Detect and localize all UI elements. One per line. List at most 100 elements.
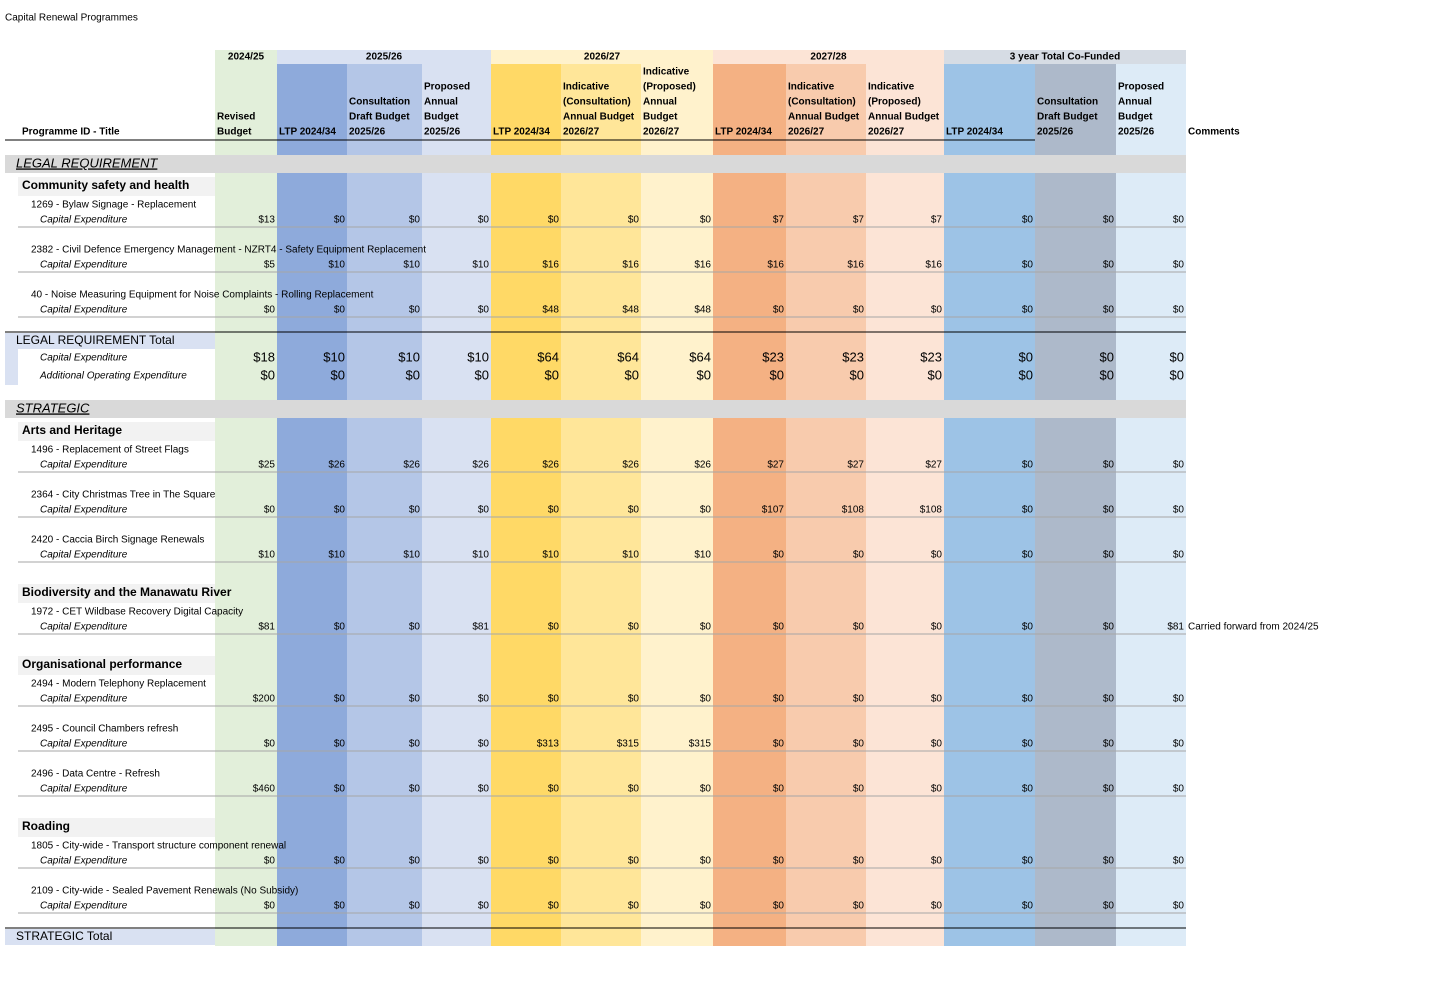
cell-value: $0 — [700, 694, 712, 705]
cell-value: $10 — [542, 550, 559, 561]
cell-value: $27 — [767, 460, 784, 471]
cell-value: $23 — [762, 349, 784, 364]
cell-value: $0 — [334, 215, 346, 226]
column-band — [561, 64, 641, 946]
cell-value: $10 — [403, 260, 420, 271]
cell-value: $0 — [548, 784, 560, 795]
column-header: Annual — [1118, 97, 1152, 108]
cell-value: $0 — [628, 622, 640, 633]
sheet-title: Capital Renewal Programmes — [5, 13, 138, 24]
cell-value: $7 — [931, 215, 943, 226]
cell-value: $0 — [334, 305, 346, 316]
cell-value: $0 — [478, 784, 490, 795]
cell-value: $0 — [628, 901, 640, 912]
cell-value: $0 — [931, 739, 943, 750]
cell-value: $0 — [1022, 739, 1034, 750]
cell-value: $315 — [689, 739, 712, 750]
cell-value: $0 — [700, 784, 712, 795]
column-header: (Proposed) — [643, 82, 696, 93]
column-header: LTP 2024/34 — [946, 127, 1003, 138]
cell-value: $5 — [264, 260, 276, 271]
cell-value: $0 — [628, 784, 640, 795]
column-band — [866, 64, 944, 946]
group-title: Biodiversity and the Manawatu River — [22, 585, 232, 599]
column-band — [347, 64, 422, 946]
cell-value: $0 — [931, 622, 943, 633]
column-header: Consultation — [1037, 97, 1098, 108]
backgrounds — [5, 50, 1186, 946]
cell-value: $0 — [1022, 305, 1034, 316]
cell-value: $27 — [847, 460, 864, 471]
cell-value: $10 — [328, 260, 345, 271]
cell-value: $460 — [253, 784, 276, 795]
cell-value: $0 — [1173, 856, 1185, 867]
cell-value: $0 — [264, 856, 276, 867]
cell-value: $0 — [853, 550, 865, 561]
cell-value: $0 — [409, 856, 421, 867]
column-header: Budget — [424, 112, 459, 123]
cell-value: $13 — [258, 215, 275, 226]
group-header-cell — [215, 50, 277, 64]
cell-value: $25 — [258, 460, 275, 471]
group-title: Organisational performance — [22, 657, 182, 671]
column-header: Annual Budget — [788, 112, 860, 123]
cell-value: $0 — [478, 856, 490, 867]
cell-value: $48 — [694, 305, 711, 316]
cell-value: $0 — [331, 367, 345, 382]
item-title: 2420 - Caccia Birch Signage Renewals — [31, 535, 204, 546]
column-header: Revised — [217, 112, 255, 123]
cell-value: $16 — [694, 260, 711, 271]
contents: 2024/25 2025/26 2026/27 2027/28 3 year Total… — [5, 52, 1319, 943]
cell-value: $0 — [1103, 260, 1115, 271]
group-header: 3 year Total Co-Funded — [1010, 52, 1120, 63]
row-label: Capital Expenditure — [40, 260, 128, 271]
cell-value: $16 — [767, 260, 784, 271]
cell-value: $0 — [334, 505, 346, 516]
cell-value: $0 — [1019, 349, 1033, 364]
item-title: 2382 - Civil Defence Emergency Managemen… — [31, 245, 426, 256]
item-title: 2494 - Modern Telephony Replacement — [31, 679, 206, 690]
column-band — [277, 64, 347, 946]
cell-value: $0 — [700, 505, 712, 516]
cell-value: $0 — [545, 367, 559, 382]
total-band — [5, 929, 215, 945]
column-header: Proposed — [1118, 82, 1164, 93]
cell-value: $0 — [264, 901, 276, 912]
cell-value: $200 — [253, 694, 276, 705]
cell-value: $0 — [334, 856, 346, 867]
cell-value: $0 — [770, 367, 784, 382]
cell-value: $0 — [1022, 260, 1034, 271]
group-band — [18, 656, 215, 675]
cell-value: $0 — [478, 739, 490, 750]
cell-value: $0 — [928, 367, 942, 382]
row-label: Capital Expenditure — [40, 694, 128, 705]
cell-value: $16 — [542, 260, 559, 271]
cell-value: $0 — [853, 784, 865, 795]
group-header: 2024/25 — [228, 52, 265, 63]
cell-value: $0 — [409, 505, 421, 516]
item-title: 2496 - Data Centre - Refresh — [31, 769, 160, 780]
column-header: 2025/26 — [1118, 127, 1155, 138]
cell-value: $10 — [398, 349, 420, 364]
cell-value: $0 — [548, 505, 560, 516]
column-header: LTP 2024/34 — [493, 127, 550, 138]
cell-value: $0 — [548, 215, 560, 226]
cell-value: $0 — [1173, 460, 1185, 471]
cell-value: $0 — [409, 901, 421, 912]
column-band — [422, 64, 491, 946]
cell-value: $0 — [334, 784, 346, 795]
row-label: Capital Expenditure — [40, 622, 128, 633]
cell-value: $0 — [478, 215, 490, 226]
column-header: Draft Budget — [1037, 112, 1098, 123]
cell-value: $0 — [931, 784, 943, 795]
cell-value: $10 — [622, 550, 639, 561]
cell-value: $0 — [697, 367, 711, 382]
cell-value: $0 — [1100, 349, 1114, 364]
cell-value: $0 — [409, 215, 421, 226]
cell-value: $64 — [617, 349, 639, 364]
group-header-cell — [491, 50, 713, 64]
cell-value: $0 — [628, 505, 640, 516]
cell-value: $0 — [409, 739, 421, 750]
cell-value: $0 — [773, 622, 785, 633]
cell-value: $0 — [1103, 505, 1115, 516]
